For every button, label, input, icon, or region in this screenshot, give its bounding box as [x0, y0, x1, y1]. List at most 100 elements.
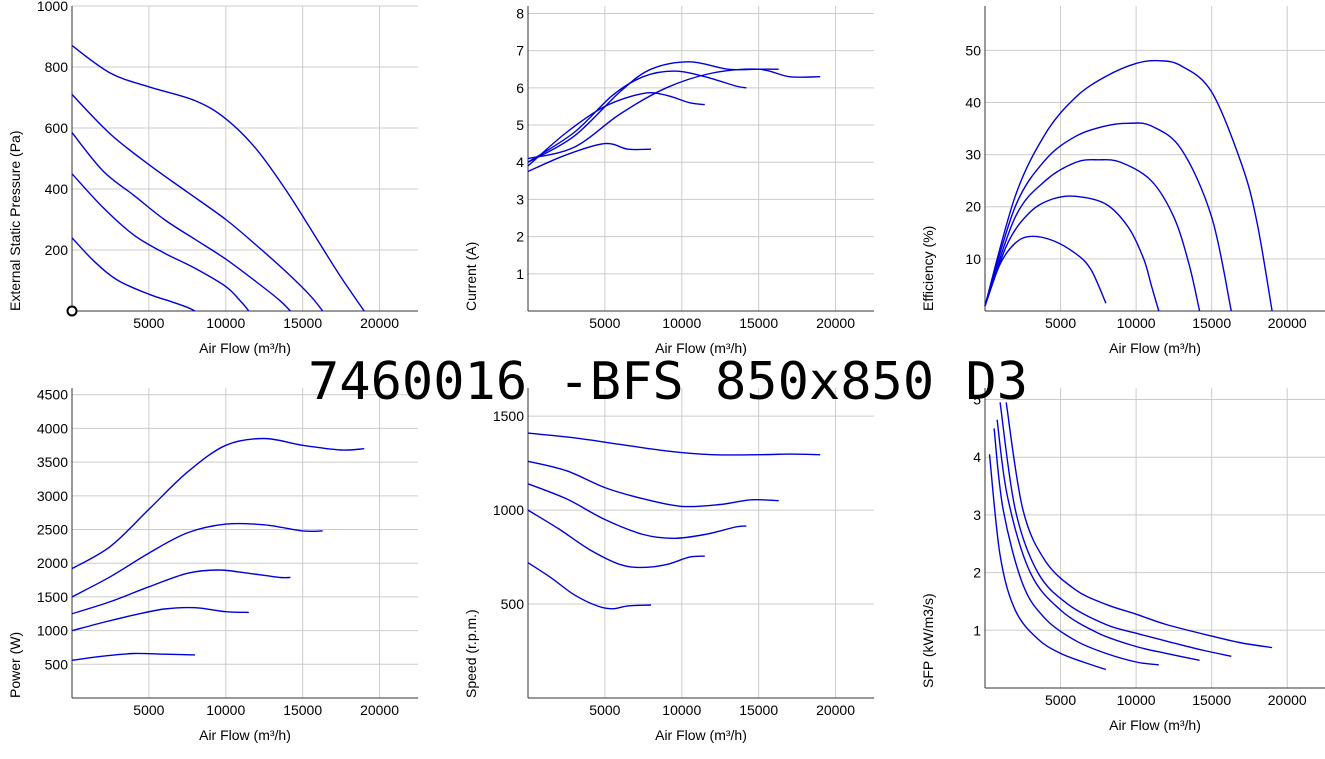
- x-tick-label: 15000: [739, 702, 778, 718]
- curve-pressure-5: [71, 237, 196, 312]
- curve-current-4: [527, 91, 705, 167]
- curve-sfp-5: [988, 454, 1107, 671]
- x-axis-title: Air Flow (m³/h): [199, 340, 291, 356]
- y-tick-label: 1500: [37, 589, 68, 605]
- y-tick-label: 500: [501, 596, 525, 612]
- y-tick-label: 1000: [493, 502, 524, 518]
- y-tick-label: 1500: [493, 408, 524, 424]
- y-tick-label: 6: [516, 80, 524, 96]
- y-axis-title: External Static Pressure (Pa): [7, 130, 23, 311]
- y-tick-label: 600: [45, 120, 69, 136]
- chart-speed: 5000 10000 15000 20000 500 1000 1500 Air Flow (…: [463, 388, 874, 743]
- y-tick-label: 3: [516, 191, 524, 207]
- curve-speed-5: [527, 562, 652, 610]
- x-tick-label: 5000: [1045, 315, 1076, 331]
- curve-sfp-3: [996, 419, 1200, 661]
- x-tick-label: 5000: [133, 315, 164, 331]
- x-tick-label: 15000: [1192, 692, 1231, 708]
- curve-pressure-1: [71, 45, 365, 312]
- y-tick-label: 10: [965, 251, 981, 267]
- y-tick-label: 4: [973, 449, 981, 465]
- y-tick-label: 30: [965, 147, 981, 163]
- curve-sfp-1: [1005, 402, 1273, 649]
- curve-efficiency-2: [984, 122, 1232, 312]
- x-tick-label: 20000: [816, 315, 855, 331]
- y-tick-label: 3500: [37, 454, 68, 470]
- x-axis-title: Air Flow (m³/h): [655, 727, 747, 743]
- page-title: 7460016 -BFS 850x850 D3: [308, 352, 1029, 412]
- y-tick-label: 3000: [37, 488, 68, 504]
- chart-current: 5000 10000 15000 20000 1 2 3 4 5 6 7 8 Air Flow (m³/…: [463, 5, 874, 356]
- y-tick-label: 40: [965, 94, 981, 110]
- curve-pressure-3: [71, 132, 291, 312]
- y-tick-label: 7: [516, 43, 524, 59]
- y-axis-title: Power (W): [7, 632, 23, 698]
- y-axis-title: Speed (r.p.m.): [463, 609, 479, 698]
- y-tick-label: 1: [973, 622, 981, 638]
- curve-sfp-2: [999, 402, 1232, 657]
- curve-speed-4: [527, 509, 705, 569]
- curve-power-1: [71, 437, 365, 570]
- origin-marker: [66, 305, 78, 317]
- y-tick-label: 5: [973, 392, 981, 408]
- x-tick-label: 15000: [739, 315, 778, 331]
- x-tick-label: 5000: [589, 702, 620, 718]
- curve-power-3: [71, 569, 291, 615]
- curve-efficiency-4: [984, 195, 1160, 312]
- curve-efficiency-3: [984, 158, 1201, 312]
- x-tick-label: 10000: [1117, 692, 1156, 708]
- x-tick-label: 10000: [1117, 315, 1156, 331]
- y-tick-label: 2: [516, 229, 524, 245]
- curve-efficiency-1: [984, 59, 1273, 312]
- chart-sfp: 5000 10000 15000 20000 1 2 3 4 5 Air Flow (m³/h) S…: [920, 388, 1325, 733]
- x-tick-label: 10000: [206, 702, 245, 718]
- y-tick-label: 20: [965, 199, 981, 215]
- curve-power-4: [71, 606, 249, 632]
- curve-pressure-2: [71, 94, 324, 312]
- y-tick-label: 2000: [37, 555, 68, 571]
- y-tick-label: 4000: [37, 420, 68, 436]
- y-tick-label: 3: [973, 507, 981, 523]
- y-tick-label: 1000: [37, 0, 68, 14]
- curve-current-1: [527, 68, 821, 160]
- x-tick-label: 15000: [283, 315, 322, 331]
- y-tick-label: 50: [965, 42, 981, 58]
- x-tick-label: 5000: [589, 315, 620, 331]
- y-tick-label: 200: [45, 242, 69, 258]
- curve-current-5: [527, 142, 652, 173]
- y-tick-label: 5: [516, 117, 524, 133]
- y-tick-label: 400: [45, 181, 69, 197]
- y-axis-title: Efficiency (%): [920, 226, 936, 311]
- y-tick-label: 4: [516, 154, 524, 170]
- y-axis-title: SFP (kW/m3/s): [920, 593, 936, 688]
- x-tick-label: 10000: [206, 315, 245, 331]
- y-tick-label: 1: [516, 266, 524, 282]
- curve-current-2: [527, 61, 779, 163]
- x-tick-label: 10000: [662, 702, 701, 718]
- x-tick-label: 20000: [1268, 692, 1307, 708]
- curve-efficiency-5: [984, 235, 1107, 307]
- x-tick-label: 15000: [1192, 315, 1231, 331]
- x-tick-label: 10000: [662, 315, 701, 331]
- curve-power-2: [71, 522, 323, 598]
- x-axis-title: Air Flow (m³/h): [655, 340, 747, 356]
- y-tick-label: 1000: [37, 623, 68, 639]
- y-tick-label: 4500: [37, 387, 68, 403]
- x-tick-label: 20000: [360, 702, 399, 718]
- x-tick-label: 20000: [360, 315, 399, 331]
- x-axis-title: Air Flow (m³/h): [1109, 340, 1201, 356]
- x-axis-title: Air Flow (m³/h): [1109, 717, 1201, 733]
- x-tick-label: 20000: [1268, 315, 1307, 331]
- y-tick-label: 2: [973, 565, 981, 581]
- y-tick-label: 800: [45, 59, 69, 75]
- curve-current-3: [527, 70, 747, 163]
- curve-speed-1: [527, 432, 821, 456]
- y-axis-title: Current (A): [463, 242, 479, 311]
- chart-power: 5000 10000 15000 20000 500 1000 1500 2000 2500 30…: [7, 387, 418, 743]
- curve-pressure-4: [71, 173, 250, 312]
- y-tick-label: 8: [516, 5, 524, 21]
- x-tick-label: 20000: [816, 702, 855, 718]
- curve-power-5: [71, 652, 196, 661]
